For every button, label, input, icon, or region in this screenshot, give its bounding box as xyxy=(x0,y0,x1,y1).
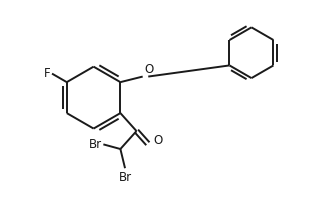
Text: F: F xyxy=(44,67,50,80)
Text: O: O xyxy=(144,63,153,76)
Text: Br: Br xyxy=(89,138,102,151)
Text: O: O xyxy=(153,134,162,147)
Text: Br: Br xyxy=(118,171,132,184)
